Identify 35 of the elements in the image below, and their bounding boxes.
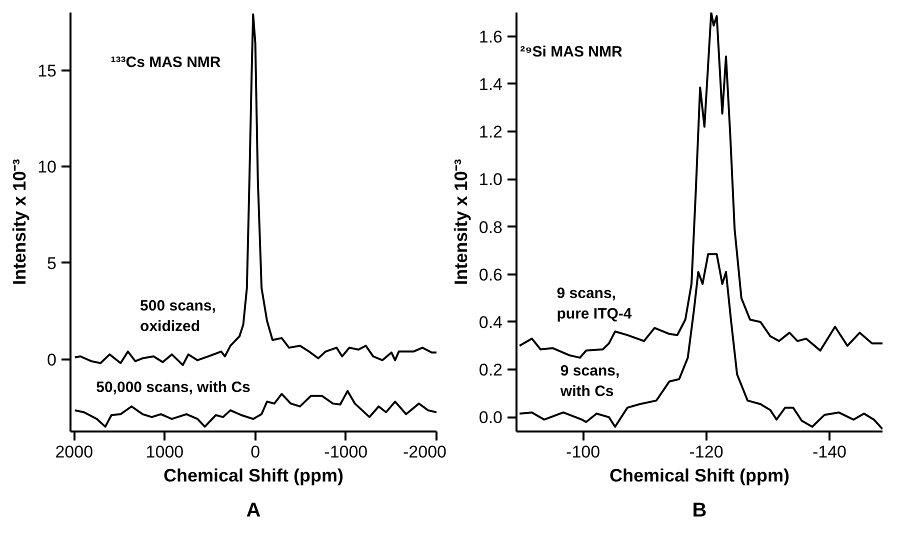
text: B (692, 500, 707, 522)
x-tick-label: -2000 (403, 442, 447, 462)
series-label: 50,000 scans, with Cs (96, 378, 250, 396)
annotation: ¹³³Cs MAS NMR (110, 54, 221, 72)
y-axis-title: Intensity x 10⁻³ (450, 158, 471, 286)
line-series (518, 12, 882, 359)
annotation: ²⁹Si MAS NMR (520, 44, 622, 61)
x-axis-title: Chemical Shift (ppm) (609, 466, 790, 486)
series-label: 500 scans, oxidized (140, 298, 216, 336)
x-axis-title: Chemical Shift (ppm) (163, 466, 344, 486)
y-tick-label: 1.0 (478, 170, 503, 190)
y-tick-label: 1.2 (478, 122, 503, 142)
text: A (246, 500, 261, 522)
y-tick-label: 0.8 (478, 218, 503, 237)
x-tick-label: -140 (812, 442, 847, 462)
line-series (74, 13, 436, 366)
x-tick-label: 0 (250, 442, 260, 462)
y-tick-label: 10 (38, 158, 57, 177)
x-tick-label: 2000 (55, 442, 94, 462)
y-tick-label: 0.6 (478, 265, 503, 284)
x-tick-label: -1000 (324, 442, 368, 462)
x-tick-label: 1000 (146, 442, 184, 462)
y-tick-label: 0 (47, 350, 57, 370)
y-tick-label: 0.0 (478, 408, 503, 428)
y-tick-label: 15 (38, 61, 57, 80)
y-tick-label: 0.4 (478, 312, 503, 332)
series-label: 9 scans, pure ITQ-4 (556, 285, 632, 323)
y-tick-label: 1.4 (478, 74, 503, 94)
y-tick-label: 0.2 (478, 360, 503, 380)
y-tick-label: 1.6 (478, 27, 503, 46)
series-label: 9 scans, with Cs (559, 362, 620, 400)
y-tick-label: 5 (47, 254, 57, 273)
x-tick-label: -100 (566, 442, 600, 462)
x-tick-label: -120 (689, 442, 724, 462)
y-axis-title: Intensity x 10⁻³ (10, 158, 30, 286)
